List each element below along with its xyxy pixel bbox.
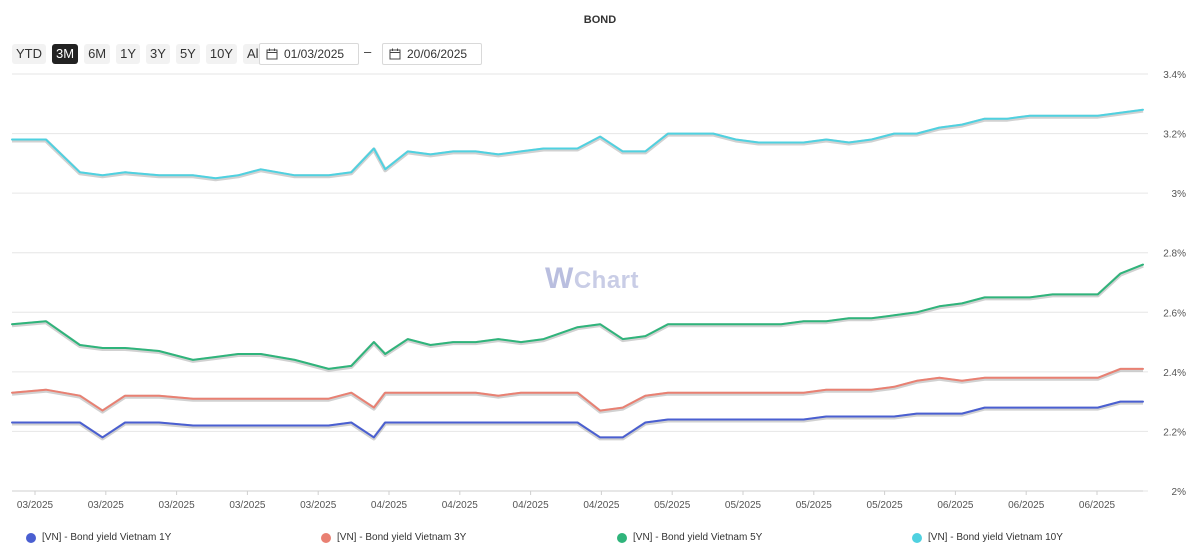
range-button-3m[interactable]: 3M <box>52 44 79 64</box>
x-tick-label: 05/2025 <box>725 500 762 511</box>
series-line <box>11 400 1144 439</box>
x-tick-label: 03/2025 <box>88 500 125 511</box>
chart-title: BOND <box>583 14 617 26</box>
legend-marker <box>26 532 36 543</box>
date-from-field[interactable]: 01/03/2025 <box>259 43 359 65</box>
y-tick-label: 2.4% <box>1163 368 1186 379</box>
range-button-1y[interactable]: 1Y <box>116 44 141 64</box>
calendar-icon <box>389 48 401 60</box>
x-tick-label: 04/2025 <box>442 500 479 511</box>
series-line-shadow <box>12 400 1143 441</box>
x-tick-label: 03/2025 <box>229 500 266 511</box>
legend-item-10y[interactable]: [VN] - Bond yield Vietnam 10Y <box>912 532 1063 543</box>
y-tick-label: 3% <box>1172 189 1187 200</box>
legend-marker <box>321 532 331 543</box>
legend-label: [VN] - Bond yield Vietnam 1Y <box>42 532 172 543</box>
legend-item-3y[interactable]: [VN] - Bond yield Vietnam 3Y <box>321 532 466 543</box>
x-tick-label: 06/2025 <box>1079 500 1116 511</box>
legend-marker <box>912 532 922 543</box>
chart-legend: [VN] - Bond yield Vietnam 1Y [VN] - Bond… <box>0 532 1200 548</box>
series-line <box>11 263 1144 370</box>
x-tick-label: 03/2025 <box>17 500 54 511</box>
range-button-10y[interactable]: 10Y <box>205 44 237 64</box>
x-tick-label: 06/2025 <box>1008 500 1045 511</box>
legend-item-5y[interactable]: [VN] - Bond yield Vietnam 5Y <box>617 532 762 543</box>
wchart-watermark-logo: WChart <box>545 262 639 295</box>
x-tick-label: 05/2025 <box>796 500 833 511</box>
x-tick-label: 05/2025 <box>867 500 904 511</box>
date-from-value: 01/03/2025 <box>284 47 345 61</box>
date-to-value: 20/06/2025 <box>407 47 468 61</box>
x-tick-label: 04/2025 <box>371 500 408 511</box>
calendar-icon <box>266 48 278 60</box>
legend-marker <box>617 532 627 543</box>
y-tick-label: 3.2% <box>1163 130 1186 141</box>
y-tick-label: 2.2% <box>1163 427 1186 438</box>
x-tick-label: 05/2025 <box>654 500 691 511</box>
series-line-shadow <box>11 367 1143 414</box>
x-tick-label: 06/2025 <box>937 500 974 511</box>
series-line <box>11 108 1144 180</box>
x-tick-label: 03/2025 <box>300 500 337 511</box>
y-tick-label: 2.6% <box>1163 308 1186 319</box>
y-tick-label: 3.4% <box>1163 70 1186 81</box>
x-tick-label: 03/2025 <box>159 500 196 511</box>
x-tick-label: 04/2025 <box>583 500 620 511</box>
legend-item-1y[interactable]: [VN] - Bond yield Vietnam 1Y <box>26 532 171 543</box>
legend-label: [VN] - Bond yield Vietnam 3Y <box>337 532 467 543</box>
legend-label: [VN] - Bond yield Vietnam 10Y <box>928 532 1063 543</box>
date-separator: – <box>364 44 372 59</box>
x-tick-label: 04/2025 <box>513 500 550 511</box>
range-selector: YTD 3M 6M 1Y 3Y 5Y 10Y All <box>12 43 266 65</box>
range-button-3y[interactable]: 3Y <box>146 44 170 64</box>
range-button-ytd[interactable]: YTD <box>12 44 46 64</box>
y-tick-label: 2% <box>1172 487 1187 498</box>
y-tick-label: 2.8% <box>1163 249 1186 260</box>
range-button-6m[interactable]: 6M <box>84 44 111 64</box>
series-line <box>11 367 1144 412</box>
legend-label: [VN] - Bond yield Vietnam 5Y <box>633 532 763 543</box>
date-to-field[interactable]: 20/06/2025 <box>382 43 482 65</box>
range-button-5y[interactable]: 5Y <box>175 44 200 64</box>
